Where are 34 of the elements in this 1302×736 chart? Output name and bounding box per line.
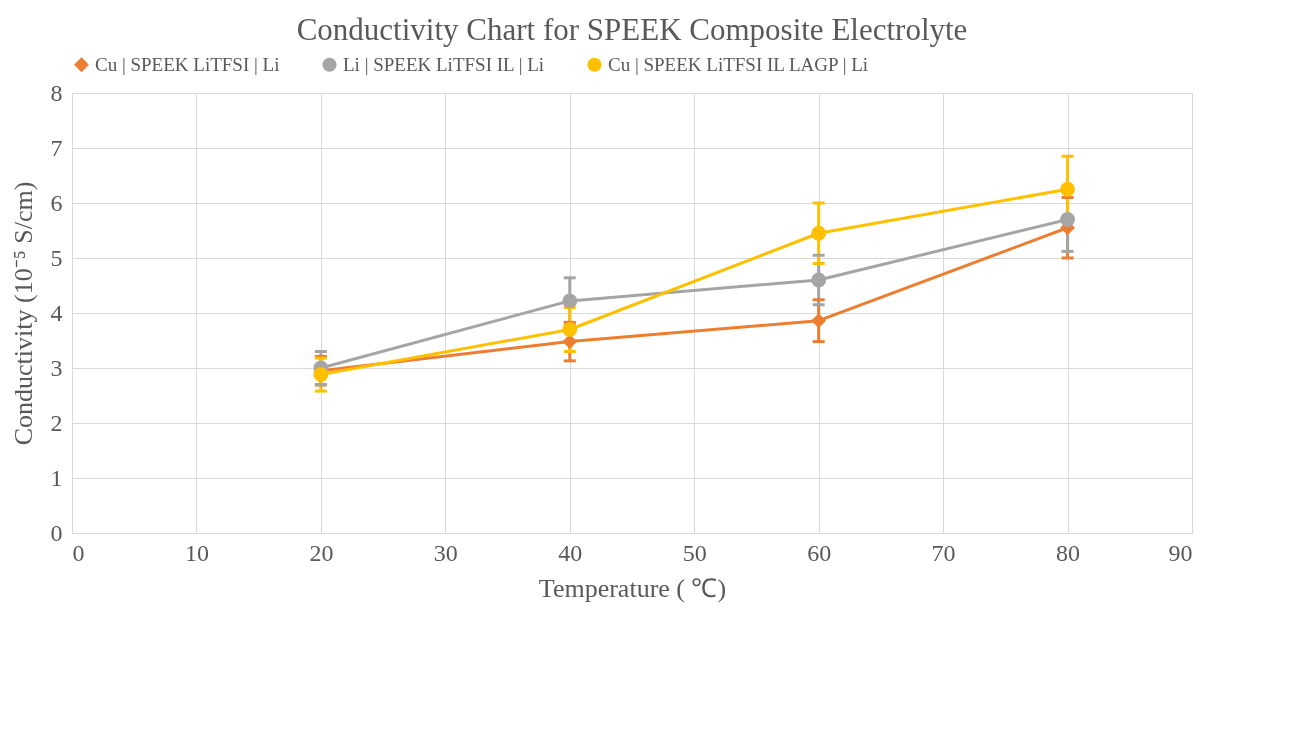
x-tick-label: 70 xyxy=(931,539,956,566)
x-tick-label: 50 xyxy=(682,539,707,566)
point xyxy=(562,322,578,337)
point xyxy=(811,225,827,241)
x-tick-label: 90 xyxy=(1168,539,1193,566)
y-tick-label: 8 xyxy=(50,79,63,106)
x-tick-label: 10 xyxy=(184,539,209,566)
point xyxy=(811,313,827,329)
chart-title: Conductivity Chart for SPEEK Composite Electrolyte xyxy=(296,12,968,47)
y-tick-label: 0 xyxy=(50,519,63,546)
y-tick-label: 1 xyxy=(50,464,63,491)
x-tick-label: 60 xyxy=(807,539,832,566)
x-tick-label: 80 xyxy=(1056,539,1081,566)
y-tick-label: 5 xyxy=(50,244,63,271)
y-tick-label: 2 xyxy=(50,409,63,436)
point xyxy=(562,334,578,350)
x-tick-label: 40 xyxy=(558,539,583,566)
x-tick-label: 0 xyxy=(72,539,85,566)
point xyxy=(811,272,827,288)
y-axis-title: Conductivity (10⁻⁵ S/cm) xyxy=(8,181,38,446)
point xyxy=(313,367,329,382)
x-axis-title: Temperature ( ℃) xyxy=(538,573,727,603)
x-tick-label: 20 xyxy=(309,539,334,566)
legend-label: Cu | SPEEK LiTFSI IL LAGP | Li xyxy=(608,53,869,75)
y-tick-label: 3 xyxy=(50,354,63,381)
y-tick-label: 4 xyxy=(50,299,63,326)
legend-label: Li | SPEEK LiTFSI IL | Li xyxy=(343,53,545,75)
y-tick-label: 6 xyxy=(50,189,63,216)
point xyxy=(1060,181,1075,197)
point xyxy=(1060,212,1075,227)
legend-label: Cu | SPEEK LiTFSI | Li xyxy=(95,53,280,75)
x-tick-label: 30 xyxy=(433,539,458,566)
point xyxy=(562,293,578,309)
y-tick-label: 7 xyxy=(50,134,63,161)
